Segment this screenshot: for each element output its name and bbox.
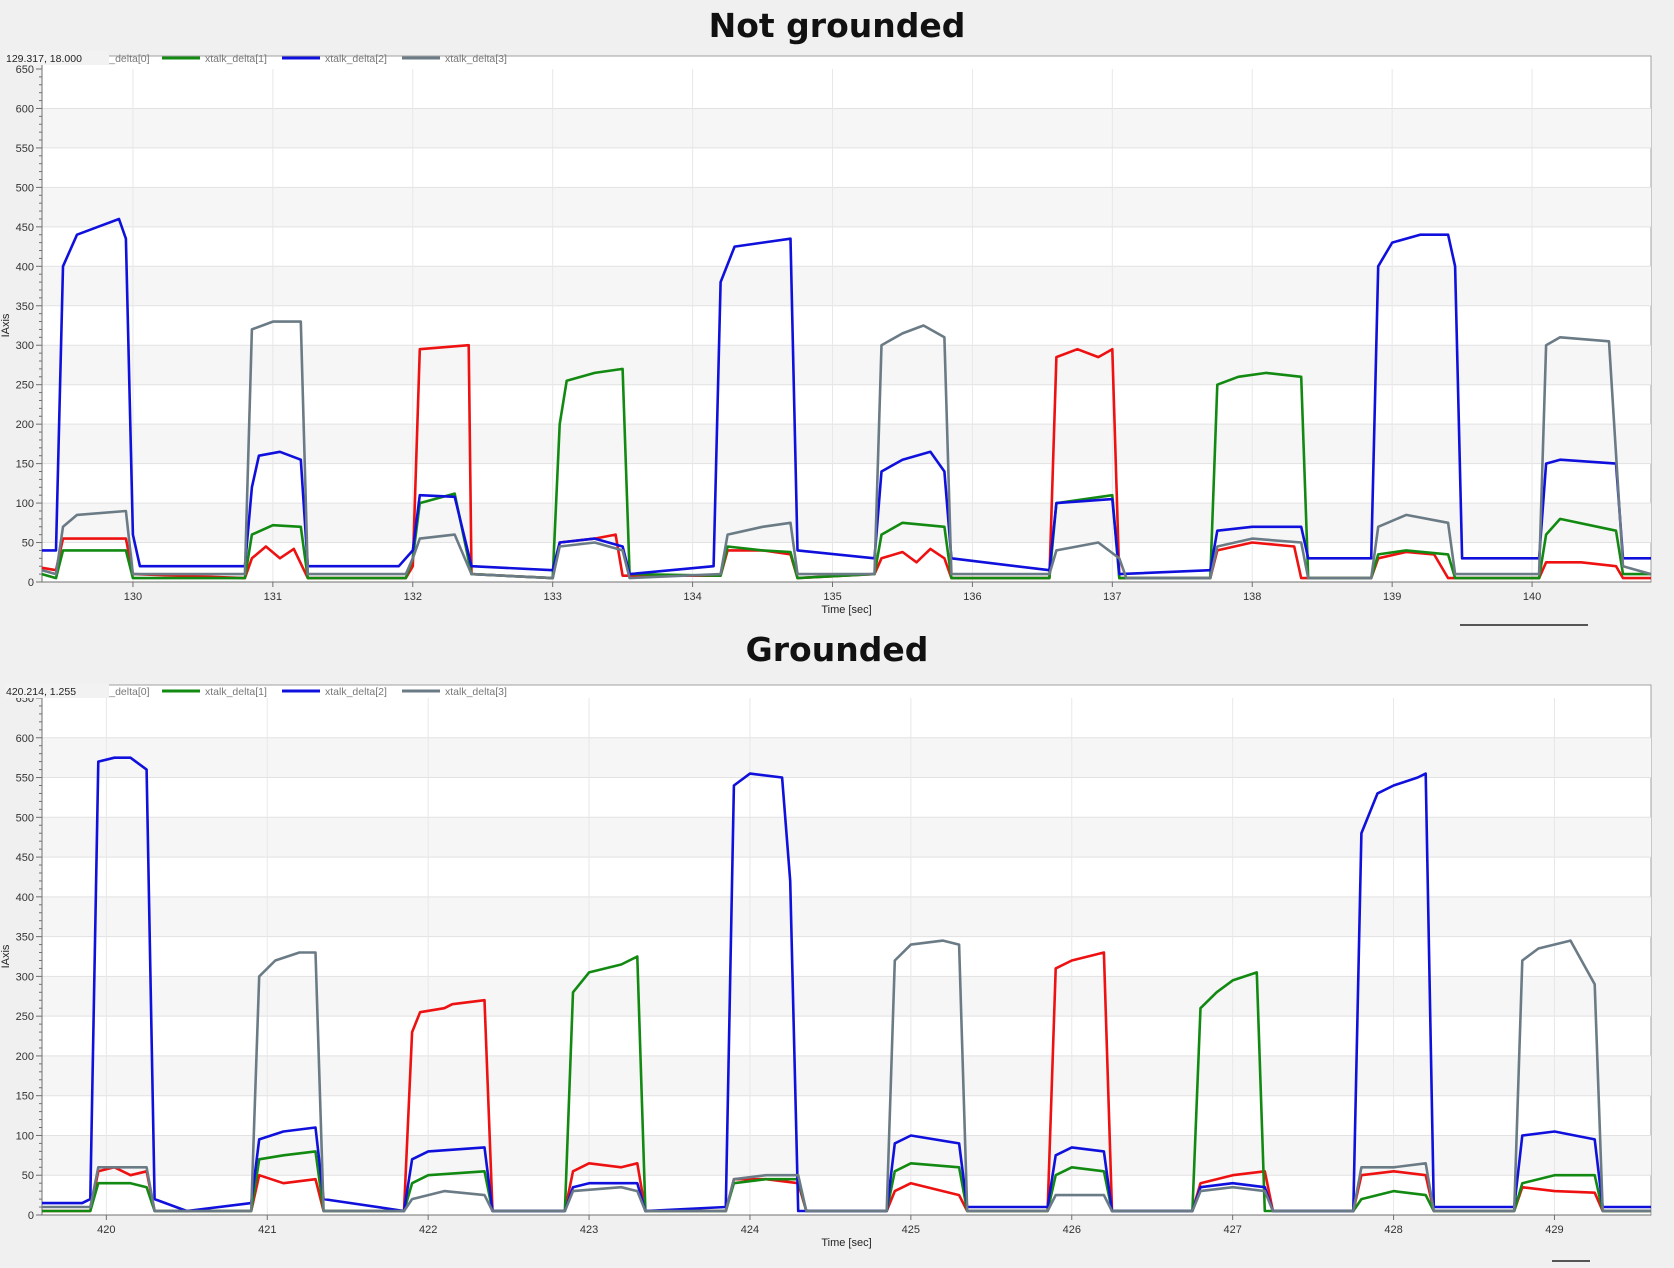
x-tick-label: 139: [1383, 591, 1401, 603]
x-tick-label: 422: [419, 1224, 437, 1236]
legend-item: xtalk_delta[3]: [445, 686, 507, 698]
x-tick-label: 420: [97, 1224, 115, 1236]
grid-band: [42, 817, 1651, 858]
y-tick-label: 300: [16, 971, 34, 983]
series-line-3: [42, 939, 1651, 1213]
y-tick-label: 600: [16, 103, 34, 115]
grid-band: [42, 108, 1651, 148]
cursor-readout-bg: [5, 684, 109, 698]
x-tick-label: 136: [963, 591, 981, 603]
y-tick-label: 250: [16, 1011, 34, 1023]
chart-title-not-grounded: Not grounded: [708, 6, 966, 45]
x-tick-label: 427: [1223, 1224, 1241, 1236]
x-tick-label: 138: [1243, 591, 1261, 603]
y-tick-label: 450: [16, 222, 34, 234]
legend-item: xtalk_delta[1]: [205, 53, 267, 65]
series-line-1: [41, 367, 1651, 580]
x-tick-label: 428: [1384, 1224, 1402, 1236]
y-tick-label: 200: [16, 419, 34, 431]
grid-band: [42, 1135, 1651, 1176]
cursor-readout-bg: [5, 51, 109, 65]
legend-item: x_delta[0]: [104, 53, 150, 65]
x-tick-label: 426: [1063, 1224, 1081, 1236]
y-tick-label: 650: [16, 64, 34, 76]
x-tick-label: 132: [404, 591, 422, 603]
grid-band: [42, 976, 1651, 1017]
y-tick-label: 100: [16, 1130, 34, 1142]
x-tick-label: 130: [124, 591, 142, 603]
y-tick-label: 100: [16, 498, 34, 510]
grid-band: [42, 187, 1651, 227]
cursor-readout: 129.317, 18.000: [6, 53, 82, 65]
y-tick-label: 50: [22, 538, 34, 550]
grid-band: [42, 503, 1651, 543]
x-tick-label: 135: [823, 591, 841, 603]
y-axis-label: IAxis: [0, 313, 12, 337]
x-tick-label: 131: [264, 591, 282, 603]
y-tick-label: 0: [28, 1210, 34, 1222]
series-line-3: [41, 320, 1652, 580]
series-line-2: [42, 217, 1651, 576]
chart-title-grounded: Grounded: [745, 630, 929, 669]
x-tick-label: 137: [1103, 591, 1121, 603]
y-tick-label: 500: [16, 812, 34, 824]
y-tick-label: 550: [16, 143, 34, 155]
chart-panel-not-grounded[interactable]: 0 50 100 150 200 250 300 350 400 450 500 550 600 650 1…: [0, 46, 1674, 616]
x-tick-label: 133: [544, 591, 562, 603]
grid-band: [42, 1055, 1651, 1096]
legend-item: xtalk_delta[2]: [325, 53, 387, 65]
x-tick-label: 425: [902, 1224, 920, 1236]
y-axis-label: IAxis: [0, 944, 12, 968]
y-tick-label: 250: [16, 380, 34, 392]
chart-panel-grounded[interactable]: 0 50 100 150 200 250 300 350 400 450 500 550 600 650 4…: [0, 680, 1674, 1255]
x-tick-label: 134: [683, 591, 701, 603]
legend-item: x_delta[0]: [104, 686, 150, 698]
cursor-readout: 420.214, 1.255: [6, 686, 76, 698]
line-chart-not-grounded[interactable]: 0501001502002503003504004505005506006501…: [0, 46, 1674, 616]
y-tick-label: 500: [16, 182, 34, 194]
y-tick-label: 0: [28, 577, 34, 589]
legend-item: xtalk_delta[2]: [325, 686, 387, 698]
x-tick-label: 423: [580, 1224, 598, 1236]
y-tick-label: 150: [16, 459, 34, 471]
y-tick-label: 400: [16, 261, 34, 273]
y-tick-label: 450: [16, 852, 34, 864]
legend-item: xtalk_delta[1]: [205, 686, 267, 698]
y-tick-label: 200: [16, 1051, 34, 1063]
series-line-2: [42, 756, 1651, 1213]
y-tick-label: 300: [16, 340, 34, 352]
x-tick-label: 140: [1523, 591, 1541, 603]
y-tick-label: 550: [16, 773, 34, 785]
line-chart-grounded[interactable]: 0501001502002503003504004505005506006504…: [0, 680, 1674, 1255]
x-tick-label: 429: [1545, 1224, 1563, 1236]
y-tick-label: 50: [22, 1170, 34, 1182]
grid-band: [42, 345, 1651, 385]
grid-band: [42, 424, 1651, 464]
x-tick-label: 424: [741, 1224, 759, 1236]
x-axis-label: Time [sec]: [821, 1237, 871, 1249]
y-tick-label: 600: [16, 733, 34, 745]
y-tick-label: 350: [16, 932, 34, 944]
y-tick-label: 350: [16, 301, 34, 313]
y-tick-label: 400: [16, 892, 34, 904]
x-axis-label: Time [sec]: [821, 604, 871, 616]
scroll-indicator[interactable]: [1460, 624, 1588, 626]
scroll-indicator[interactable]: [1552, 1260, 1590, 1262]
grid-band: [42, 266, 1651, 306]
grid-band: [42, 896, 1651, 937]
x-tick-label: 421: [258, 1224, 276, 1236]
legend-item: xtalk_delta[3]: [445, 53, 507, 65]
grid-band: [42, 737, 1651, 778]
y-tick-label: 150: [16, 1091, 34, 1103]
